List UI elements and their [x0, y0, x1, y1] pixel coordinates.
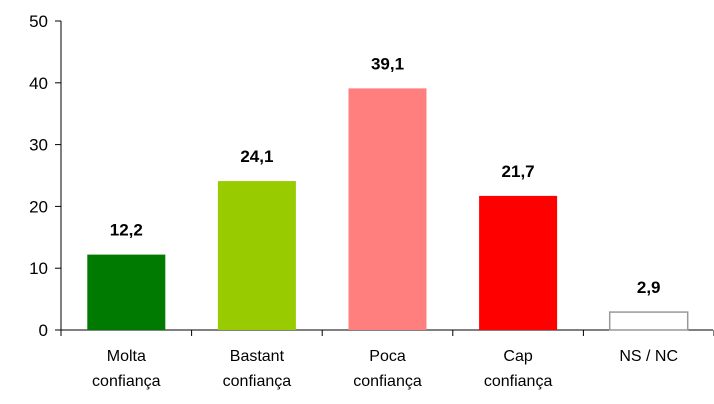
bar	[87, 254, 166, 330]
y-tick-label: 20	[29, 197, 48, 216]
bar	[608, 311, 689, 331]
bar	[217, 181, 296, 330]
x-tick-label: Poca	[369, 348, 406, 365]
x-tick-label: confiança	[353, 373, 422, 390]
y-tick-label: 0	[39, 321, 48, 340]
x-tick-label: Molta	[107, 348, 146, 365]
bar	[479, 195, 558, 330]
x-tick-label: Bastant	[230, 348, 285, 365]
x-tick-label: NS / NC	[619, 348, 678, 365]
data-label: 24,1	[240, 147, 273, 166]
y-tick-label: 10	[29, 259, 48, 278]
data-label: 12,2	[110, 221, 143, 240]
x-tick-label: confiança	[484, 373, 553, 390]
x-tick-label: confiança	[223, 373, 292, 390]
x-tick-label: confiança	[92, 373, 161, 390]
x-tick-label: Cap	[503, 348, 532, 365]
data-label: 2,9	[637, 278, 661, 297]
data-label: 21,7	[502, 162, 535, 181]
bar	[348, 88, 427, 330]
y-tick-label: 50	[29, 12, 48, 31]
data-label: 39,1	[371, 54, 404, 73]
y-tick-label: 30	[29, 136, 48, 155]
y-tick-label: 40	[29, 74, 48, 93]
